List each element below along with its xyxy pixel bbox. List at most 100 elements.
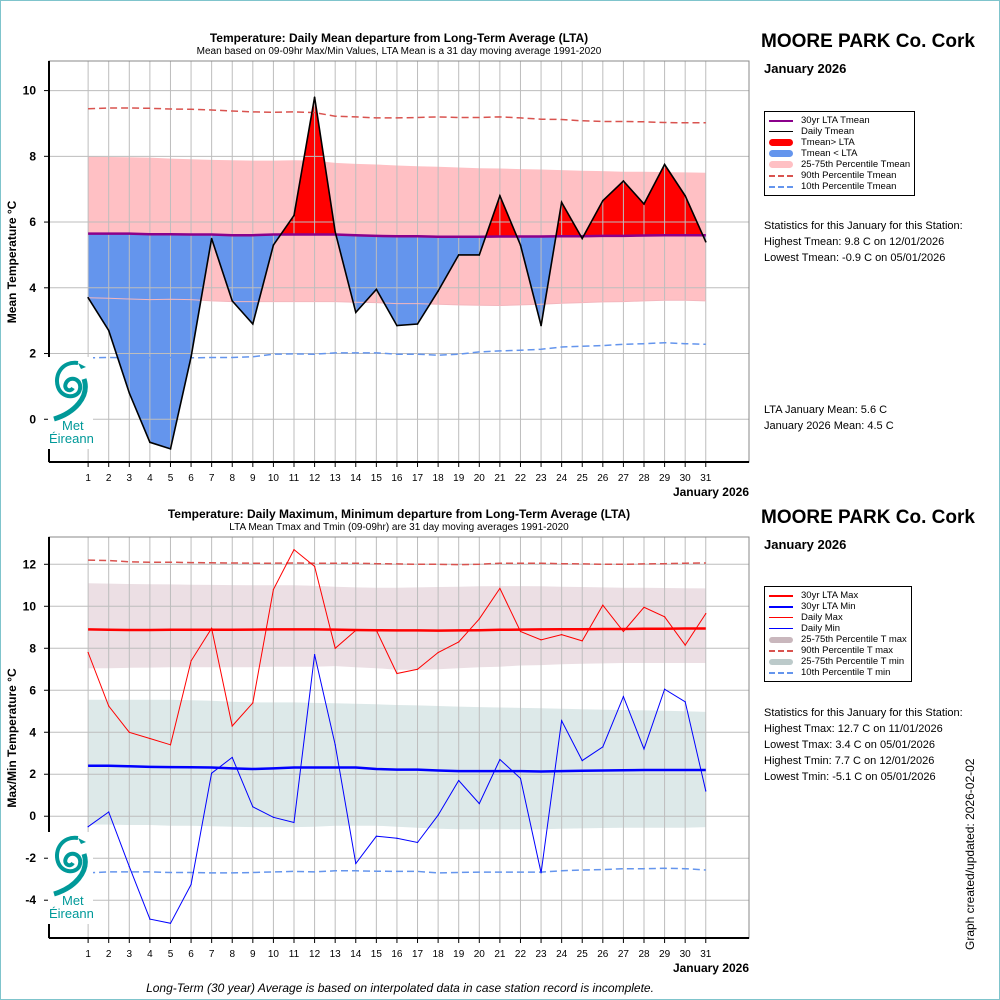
legend-item: 10th Percentile T min bbox=[769, 667, 907, 678]
y-tick-label: 10 bbox=[23, 599, 37, 613]
point-daily-min bbox=[396, 837, 398, 839]
fill-below-lta bbox=[149, 234, 171, 449]
x-tick-label: 7 bbox=[209, 949, 215, 960]
stat-highest-tmax: Highest Tmax: 12.7 C on 11/01/2026 bbox=[764, 723, 943, 735]
legend-swatch bbox=[769, 590, 793, 601]
x-tick-label: 23 bbox=[535, 473, 547, 484]
x-tick-label: 20 bbox=[474, 473, 486, 484]
line-lta-min bbox=[88, 764, 706, 773]
x-tick-label: 22 bbox=[515, 473, 527, 484]
x-tick-label: 16 bbox=[391, 473, 403, 484]
legend-swatch bbox=[769, 623, 793, 634]
met-eireann-logo: Met Éireann bbox=[48, 832, 94, 924]
legend-swatch-icon bbox=[769, 131, 793, 132]
point-daily-max bbox=[561, 634, 563, 636]
x-tick-label: 13 bbox=[330, 949, 342, 960]
x-axis-label: January 2026 bbox=[673, 485, 749, 499]
point-daily-tmean bbox=[643, 203, 645, 205]
x-tick-label: 8 bbox=[229, 473, 235, 484]
point-daily-tmean bbox=[663, 163, 666, 166]
y-tick-label: 0 bbox=[29, 809, 36, 823]
line-10th-percentile-tmin bbox=[88, 867, 706, 874]
legend-swatch bbox=[769, 181, 793, 192]
fill-below-lta bbox=[129, 233, 150, 443]
legend-item: 90th Percentile Tmean bbox=[769, 170, 910, 181]
legend-swatch bbox=[769, 148, 793, 159]
point-daily-max bbox=[478, 618, 480, 620]
x-tick-label: 25 bbox=[577, 949, 589, 960]
legend-swatch-icon bbox=[769, 649, 793, 652]
x-tick-label: 29 bbox=[659, 473, 671, 484]
x-tick-label: 21 bbox=[494, 949, 506, 960]
legend-label: 25-75th Percentile T min bbox=[801, 656, 905, 667]
x-tick-label: 10 bbox=[268, 473, 280, 484]
point-daily-min bbox=[169, 922, 172, 924]
legend-swatch bbox=[769, 115, 793, 126]
x-tick-label: 22 bbox=[515, 949, 527, 960]
stats-title: Statistics for this January for this Sta… bbox=[764, 707, 963, 719]
footer-note: Long-Term (30 year) Average is based on … bbox=[146, 981, 654, 995]
x-tick-label: 8 bbox=[229, 949, 235, 960]
point-daily-max bbox=[499, 587, 501, 590]
legend-label: 30yr LTA Max bbox=[801, 590, 859, 601]
point-daily-max bbox=[396, 672, 398, 675]
point-daily-max bbox=[375, 629, 377, 632]
x-tick-label: 31 bbox=[700, 473, 712, 484]
logo-text-met: Met bbox=[62, 893, 84, 908]
legend-item: 25-75th Percentile T max bbox=[769, 634, 907, 645]
point-daily-min bbox=[375, 835, 377, 837]
point-daily-tmean bbox=[107, 329, 110, 332]
legend-item: Daily Max bbox=[769, 612, 907, 623]
x-tick-label: 25 bbox=[577, 473, 589, 484]
stat-lowest-tmean: Lowest Tmean: -0.9 C on 05/01/2026 bbox=[764, 252, 946, 264]
points-daily-tmean bbox=[87, 96, 707, 450]
legend-swatch-icon bbox=[769, 161, 793, 168]
point-daily-tmean bbox=[293, 214, 295, 217]
x-tick-label: 13 bbox=[330, 473, 342, 484]
x-tick-label: 28 bbox=[638, 949, 650, 960]
legend-swatch bbox=[769, 170, 793, 181]
point-daily-max bbox=[581, 640, 583, 642]
point-daily-tmean bbox=[210, 237, 213, 240]
point-daily-min bbox=[313, 653, 316, 656]
point-daily-tmean bbox=[622, 180, 625, 182]
point-daily-tmean bbox=[602, 199, 604, 202]
x-tick-label: 2 bbox=[106, 949, 112, 960]
chart-subtitle: Mean based on 09-09hr Max/Min Values, LT… bbox=[197, 46, 602, 57]
point-daily-min bbox=[684, 701, 686, 703]
y-tick-label: 2 bbox=[29, 767, 36, 781]
line-90th-percentile bbox=[88, 107, 706, 124]
legend-swatch-icon bbox=[769, 628, 793, 629]
point-daily-tmean bbox=[416, 323, 419, 325]
fill-below-lta bbox=[88, 233, 109, 331]
legend-item: Daily Tmean bbox=[769, 126, 910, 137]
point-daily-min bbox=[519, 777, 522, 780]
x-tick-label: 18 bbox=[433, 473, 445, 484]
point-daily-min bbox=[622, 695, 625, 698]
legend-item: 25-75th Percentile Tmean bbox=[769, 159, 910, 170]
point-daily-tmean bbox=[519, 244, 522, 246]
chart-title: Temperature: Daily Mean departure from L… bbox=[210, 31, 588, 45]
point-daily-max bbox=[108, 705, 110, 707]
legend-swatch-icon bbox=[769, 185, 793, 188]
legend-swatch-icon bbox=[769, 617, 793, 618]
y-axis-label: Max/Min Temperature °C bbox=[5, 668, 19, 808]
y-tick-label: 4 bbox=[29, 725, 36, 739]
legend-item: 30yr LTA Tmean bbox=[769, 115, 910, 126]
point-daily-tmean bbox=[540, 324, 542, 327]
legend-label: 25-75th Percentile T max bbox=[801, 634, 907, 645]
point-daily-min bbox=[272, 816, 275, 818]
stats-top: Statistics for this January for this Sta… bbox=[764, 218, 963, 266]
legend-label: Tmean> LTA bbox=[801, 137, 855, 148]
point-daily-min bbox=[478, 803, 480, 805]
point-daily-tmean bbox=[704, 240, 707, 243]
point-daily-tmean bbox=[128, 392, 131, 394]
chart-daily-mean: Temperature: Daily Mean departure from L… bbox=[5, 31, 750, 499]
point-daily-tmean bbox=[560, 201, 563, 204]
point-daily-tmean bbox=[354, 311, 357, 314]
legend-swatch bbox=[769, 612, 793, 623]
point-daily-tmean bbox=[169, 448, 172, 450]
point-daily-max bbox=[231, 725, 233, 727]
x-tick-label: 5 bbox=[168, 473, 174, 484]
legend-label: 90th Percentile Tmean bbox=[801, 170, 897, 181]
